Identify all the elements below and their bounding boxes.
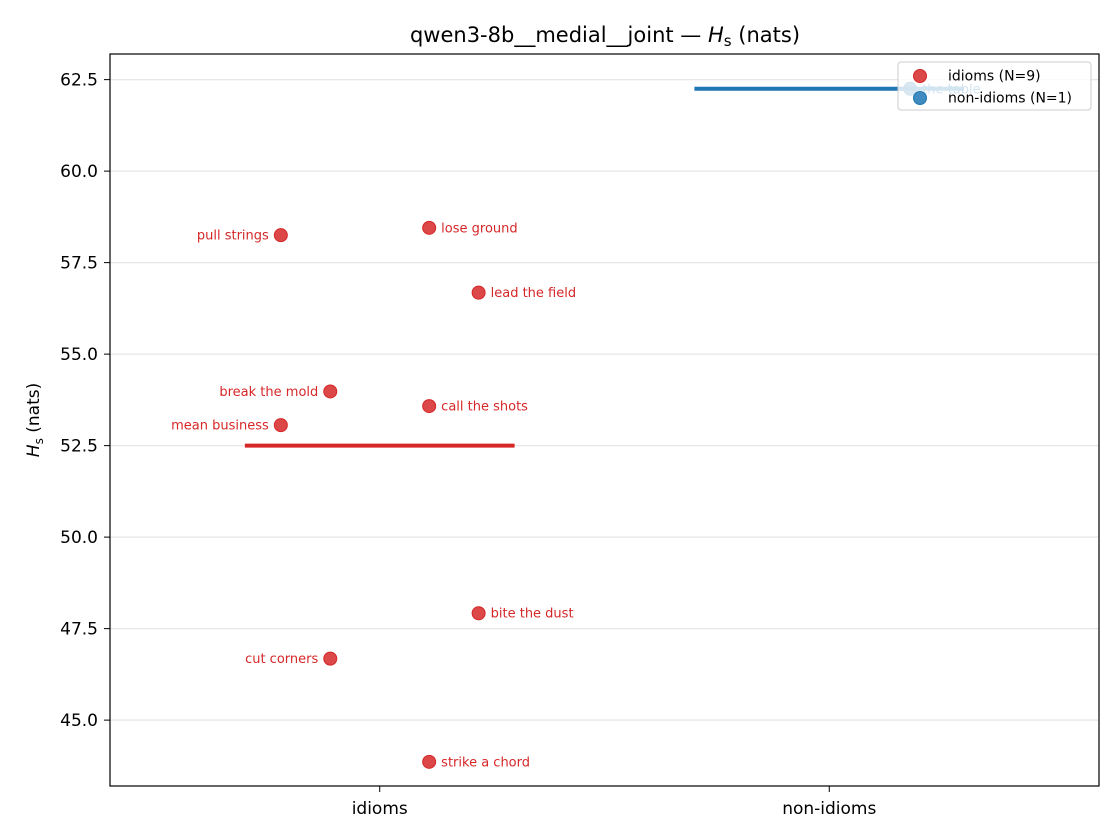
point-label: lose ground: [441, 221, 517, 236]
y-tick-label: 60.0: [60, 162, 98, 182]
legend-label: idioms (N=9): [948, 69, 1041, 85]
legend-marker: [913, 69, 927, 83]
data-point: [273, 228, 288, 243]
data-point: [422, 399, 437, 414]
legend-box: [897, 61, 1092, 111]
y-axis-label: Hs (nats): [24, 383, 46, 457]
point-label: bite the dust: [491, 607, 574, 622]
axes: 45.0 47.5 50.0 52.5 55.0 57.5 60.0 62.5 idioms no…: [60, 71, 876, 819]
point-label: strike a chord: [441, 755, 530, 770]
data-point: [273, 418, 288, 433]
y-tick-label: 45.0: [60, 711, 98, 731]
legend-label: non-idioms (N=1): [948, 91, 1072, 107]
data-point: [323, 651, 338, 666]
point-label: mean business: [171, 419, 269, 434]
y-tick-label: 50.0: [60, 528, 98, 548]
point-label: call the shots: [441, 400, 528, 415]
plot-frame: [109, 53, 1100, 787]
x-tick-label: idioms: [352, 799, 408, 819]
y-tick-label: 57.5: [60, 254, 98, 274]
point-label: lead the field: [491, 286, 576, 301]
data-point: [471, 606, 486, 621]
x-tick-label: non-idioms: [782, 799, 876, 819]
y-tick-label: 55.0: [60, 345, 98, 365]
legend: idioms (N=9) non-idioms (N=1): [897, 61, 1092, 111]
legend-marker: [913, 91, 927, 105]
y-tick-label: 47.5: [60, 620, 98, 640]
point-label: pull strings: [197, 229, 269, 244]
data-point: [471, 285, 486, 300]
data-point: [422, 754, 437, 769]
y-tick-label: 62.5: [60, 71, 98, 91]
y-tick-label: 52.5: [60, 437, 98, 457]
point-label: break the mold: [219, 385, 318, 400]
data-point: [323, 384, 338, 399]
data-point: [422, 220, 437, 235]
chart-title: qwen3-8b__medial__joint — Hs (nats): [410, 23, 800, 50]
point-label: cut corners: [245, 652, 318, 667]
